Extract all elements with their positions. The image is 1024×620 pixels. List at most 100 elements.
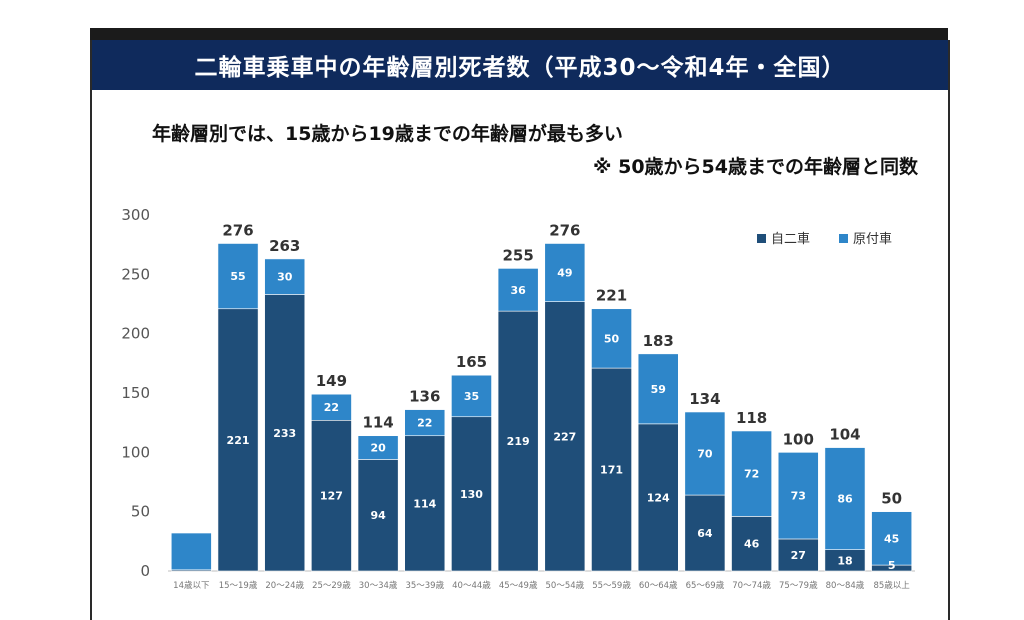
bar-jinisha [497, 310, 539, 572]
bar-gentsuki [731, 430, 772, 517]
total-label: 255 [503, 246, 534, 264]
bar-jinisha [264, 294, 306, 572]
data-label-gentsuki: 55 [230, 270, 245, 283]
data-label-jinisha: 114 [413, 497, 436, 510]
x-tick-label: 15～19歳 [219, 580, 258, 591]
bar-jinisha [777, 538, 819, 572]
bar-jinisha [311, 419, 352, 572]
bar-gentsuki [404, 409, 446, 437]
bar-gentsuki [264, 258, 306, 295]
data-label-gentsuki: 73 [791, 490, 806, 503]
bar-gentsuki [684, 411, 726, 496]
data-label-jinisha: 221 [227, 434, 250, 447]
legend-swatch-gentsuki [839, 234, 848, 243]
total-label: 165 [456, 353, 487, 371]
y-tick-label: 200 [121, 325, 150, 343]
total-label: 149 [316, 372, 347, 390]
total-label: 183 [643, 332, 674, 350]
total-label: 134 [689, 390, 720, 408]
x-tick-label: 65～69歳 [686, 580, 725, 591]
bar-gentsuki [824, 447, 866, 550]
data-label-jinisha: 5 [888, 559, 896, 572]
x-tick-label: 75～79歳 [779, 580, 818, 591]
total-label: 100 [783, 430, 814, 448]
bar-gentsuki [357, 435, 399, 460]
total-label: 136 [409, 388, 440, 406]
x-tick-label: 45～49歳 [499, 580, 538, 591]
data-label-jinisha: 64 [697, 527, 713, 540]
bar-gentsuki [544, 243, 586, 302]
total-label: 221 [596, 287, 627, 305]
bar-gentsuki [871, 511, 913, 566]
chart-title: 二輪車乗車中の年齢層別死者数（平成30～令和4年・全国） [194, 55, 846, 81]
bar-gentsuki [311, 393, 352, 421]
data-label-gentsuki: 50 [604, 332, 620, 345]
data-label-jinisha: 18 [837, 554, 852, 567]
data-label-jinisha: 227 [553, 430, 576, 443]
y-tick-label: 100 [121, 443, 150, 461]
total-label: 276 [549, 221, 580, 239]
x-tick-label: 40～44歳 [452, 580, 491, 591]
total-label: 114 [362, 414, 393, 432]
data-label-gentsuki: 36 [511, 284, 527, 297]
data-label-gentsuki: 45 [884, 532, 899, 545]
data-label-gentsuki: 59 [651, 383, 666, 396]
data-label-jinisha: 130 [460, 488, 483, 501]
x-tick-label: 35～39歳 [405, 580, 444, 591]
data-label-gentsuki: 72 [744, 468, 759, 481]
x-tick-label: 55～59歳 [592, 580, 631, 591]
data-label-jinisha: 219 [507, 435, 530, 448]
total-label: 263 [269, 237, 300, 255]
x-tick-label: 25～29歳 [312, 580, 351, 591]
y-tick-label: 0 [140, 562, 150, 580]
data-label-gentsuki: 49 [557, 267, 572, 280]
top-strip [0, 0, 1024, 30]
total-label: 276 [222, 221, 253, 239]
x-tick-label: 70～74歳 [732, 580, 771, 591]
bar-jinisha [451, 416, 492, 572]
data-label-jinisha: 46 [744, 538, 760, 551]
data-label-jinisha: 127 [320, 490, 343, 503]
frame-top-border [90, 28, 948, 42]
x-tick-label: 85歳以上 [873, 580, 910, 591]
data-label-gentsuki: 22 [324, 401, 339, 414]
x-tick-label: 30～34歳 [359, 580, 398, 591]
bar-jinisha [217, 308, 259, 572]
data-label-jinisha: 94 [370, 509, 386, 522]
x-tick-label: 20～24歳 [265, 580, 304, 591]
bar-jinisha [731, 516, 772, 572]
y-tick-label: 50 [131, 503, 150, 521]
data-label-gentsuki: 70 [697, 448, 713, 461]
x-tick-label: 60～64歳 [639, 580, 678, 591]
y-tick-label: 150 [121, 384, 150, 402]
x-tick-label: 50～54歳 [546, 580, 585, 591]
total-label: 104 [829, 426, 860, 444]
subtitle-note: ※ 50歳から54歳までの年齢層と同数 [593, 156, 918, 178]
bar-gentsuki [637, 353, 679, 425]
data-label-jinisha: 233 [273, 427, 296, 440]
data-label-gentsuki: 86 [837, 493, 853, 506]
bar-jinisha [357, 459, 399, 572]
subtitle-main: 年齢層別では、15歳から19歳までの年齢層が最も多い [152, 123, 623, 145]
total-label: 50 [881, 490, 902, 508]
x-tick-label: 80～84歳 [826, 580, 865, 591]
data-label-jinisha: 27 [791, 549, 806, 562]
data-label-gentsuki: 35 [464, 390, 479, 403]
y-tick-label: 300 [121, 206, 150, 224]
data-label-gentsuki: 20 [370, 442, 386, 455]
bar-gentsuki [170, 532, 212, 571]
bar-jinisha [404, 435, 446, 572]
data-label-jinisha: 171 [600, 464, 623, 477]
legend-swatch-jinisha [757, 234, 766, 243]
x-tick-label: 14歳以下 [173, 580, 210, 591]
legend-label-jinisha: 自二車 [771, 232, 810, 247]
bar-gentsuki [451, 374, 492, 418]
y-tick-label: 250 [121, 265, 150, 283]
title-bar: 二輪車乗車中の年齢層別死者数（平成30～令和4年・全国） [92, 40, 948, 90]
bar-jinisha [591, 367, 632, 572]
bar-jinisha [637, 423, 679, 572]
data-label-gentsuki: 30 [277, 271, 293, 284]
bar-gentsuki [777, 452, 819, 540]
data-label-jinisha: 124 [647, 491, 670, 504]
